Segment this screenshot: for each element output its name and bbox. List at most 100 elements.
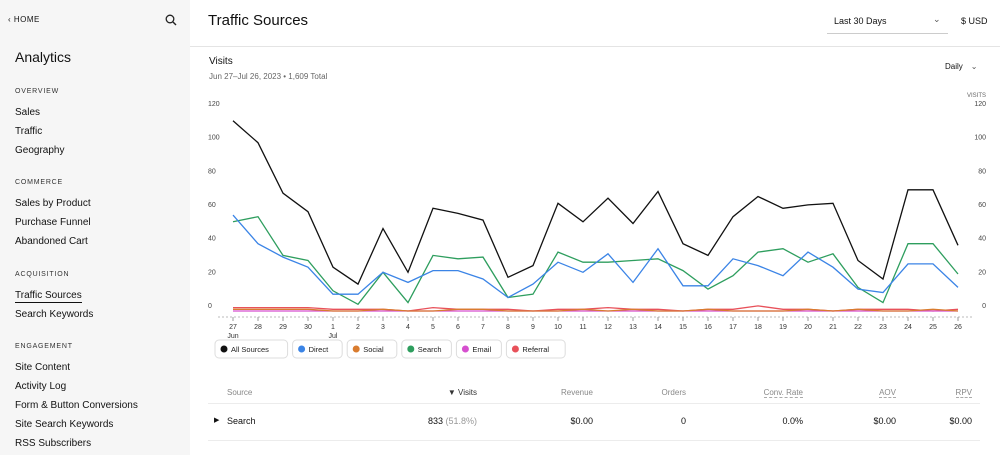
month-label: Jul [329, 333, 338, 340]
legend-swatch [352, 345, 360, 353]
range-dropdown[interactable]: Last 30 Days ⌄ [827, 8, 948, 34]
cell: $0.00 [873, 416, 896, 426]
legend-item[interactable]: Search [401, 339, 452, 359]
legend-pill [292, 339, 343, 359]
y-tick-label: 40 [208, 236, 216, 243]
range-text: Last 30 Days [834, 16, 887, 26]
x-tick-label: 23 [879, 324, 887, 331]
x-tick-label: 21 [829, 324, 837, 331]
x-tick-label: 8 [506, 324, 510, 331]
legend-swatch [511, 345, 519, 353]
legend-label: Referral [522, 345, 549, 354]
cell: 0.0% [782, 416, 803, 426]
x-tick-label: 28 [254, 324, 262, 331]
y2-tick-label: 60 [978, 202, 986, 209]
y-tick-label: 120 [208, 101, 220, 108]
row-divider [208, 403, 980, 404]
y-tick-label: 100 [208, 135, 220, 142]
y2-tick-label: 0 [982, 303, 986, 310]
legend-item[interactable]: All Sources [214, 339, 289, 359]
x-tick-label: 11 [579, 324, 586, 331]
x-tick-label: 1 [331, 324, 335, 331]
divider [190, 46, 1000, 47]
x-tick-label: 29 [279, 324, 287, 331]
nav-item[interactable]: Form & Button Conversions [15, 400, 138, 411]
y-tick-label: 60 [208, 202, 216, 209]
chevron: ⌄ [933, 14, 941, 24]
legend-label: All Sources [231, 345, 269, 354]
y2-tick-label: 20 [978, 269, 986, 276]
nav-item[interactable]: Sales [15, 107, 41, 118]
x-tick-label: 17 [729, 324, 737, 331]
legend-item[interactable]: Social [346, 339, 398, 359]
chart-title: Visits [209, 56, 233, 67]
column-text: Visits [458, 388, 477, 397]
nav-item[interactable]: Site Content [15, 362, 71, 373]
x-tick-label: 12 [604, 324, 612, 331]
chart: 020406080100120020406080100120VISITS27Ju… [208, 93, 986, 359]
legend-swatch [461, 345, 469, 353]
y2-tick-label: 120 [974, 101, 986, 108]
x-tick-label: 25 [929, 324, 937, 331]
x-tick-label: 2 [356, 324, 360, 331]
legend-item[interactable]: Direct [292, 339, 343, 359]
section-heading: COMMERCE [15, 179, 64, 186]
column-header[interactable]: Orders [661, 388, 686, 397]
back-link[interactable]: ‹ HOME [8, 15, 40, 24]
nav-item-active[interactable]: Traffic Sources [15, 290, 82, 303]
search-icon[interactable] [165, 14, 177, 26]
x-tick-label: 18 [754, 324, 762, 331]
y2-tick-label: 100 [974, 135, 986, 142]
x-tick-label: 24 [904, 324, 912, 331]
nav-item[interactable]: Search Keywords [15, 309, 94, 320]
y2-tick-label: 80 [978, 168, 986, 175]
column-header[interactable]: RPV [955, 388, 972, 398]
nav-item[interactable]: Sales by Product [15, 198, 91, 209]
section-heading: ENGAGEMENT [15, 343, 73, 350]
legend-label: Social [363, 345, 384, 354]
legend-pill [401, 339, 452, 359]
series-line [233, 308, 959, 312]
y2-axis-label: VISITS [967, 93, 986, 99]
column-header-sorted[interactable]: ▼ Visits [447, 388, 477, 397]
legend-pill [346, 339, 398, 359]
x-tick-label: 9 [531, 324, 535, 331]
nav-item[interactable]: Geography [15, 145, 65, 156]
cell: Search [227, 416, 256, 426]
nav-item[interactable]: Activity Log [15, 381, 67, 392]
series-line [232, 120, 959, 286]
nav-item[interactable]: Abandoned Cart [15, 236, 88, 247]
x-tick-label: 27 [229, 324, 237, 331]
legend-pill [455, 339, 502, 359]
legend-item[interactable]: Referral [505, 339, 566, 359]
y2-tick-label: 40 [978, 236, 986, 243]
cell: 833 [427, 416, 443, 426]
column-header[interactable]: AOV [879, 388, 896, 398]
expand-toggle[interactable]: ▶ [214, 417, 220, 424]
series-line [232, 215, 959, 306]
x-tick-label: 14 [654, 324, 662, 331]
currency[interactable]: $ USD [961, 16, 988, 26]
legend-item[interactable]: Email [455, 339, 502, 359]
column-header[interactable]: Revenue [560, 388, 593, 397]
cell: $0.00 [949, 416, 972, 426]
x-tick-label: 10 [554, 324, 562, 331]
x-tick-label: 4 [406, 324, 410, 331]
interval-dropdown[interactable]: Daily ⌄ [945, 62, 978, 71]
y-tick-label: 0 [208, 303, 212, 310]
back-text: HOME [13, 15, 40, 24]
row-divider [208, 440, 980, 441]
column-header[interactable]: Conv. Rate [763, 388, 803, 398]
y-tick-label: 20 [208, 269, 216, 276]
legend-swatch [220, 345, 228, 353]
nav-item[interactable]: Purchase Funnel [15, 217, 91, 228]
x-tick-label: 16 [704, 324, 712, 331]
legend-label: Email [472, 345, 491, 354]
nav-item[interactable]: Traffic [15, 126, 43, 137]
column-header[interactable]: Source [227, 388, 253, 397]
series-line [232, 214, 959, 299]
interval-text: Daily [945, 62, 963, 71]
nav-item[interactable]: Site Search Keywords [15, 419, 114, 430]
nav-item[interactable]: RSS Subscribers [15, 438, 92, 449]
